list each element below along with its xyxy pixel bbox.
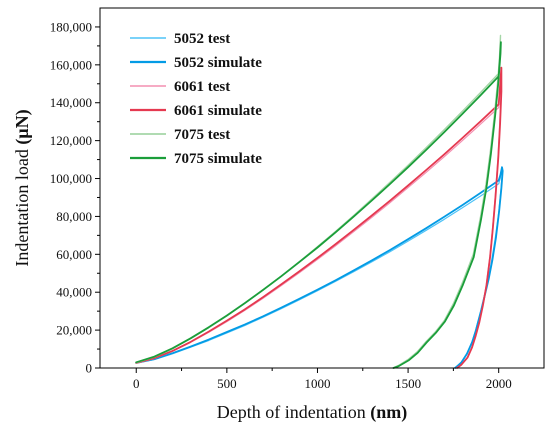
x-tick-label: 2000 — [486, 376, 512, 391]
y-tick-label: 180,000 — [50, 19, 92, 34]
y-tick-label: 160,000 — [50, 57, 92, 72]
legend-label: 5052 simulate — [174, 55, 262, 71]
legend-label: 7075 simulate — [174, 151, 262, 167]
y-tick-label: 60,000 — [56, 247, 92, 262]
legend-label: 5052 test — [174, 31, 230, 47]
legend-label: 7075 test — [174, 127, 230, 143]
y-tick-label: 80,000 — [56, 209, 92, 224]
y-tick-label: 0 — [86, 361, 93, 376]
y-tick-label: 20,000 — [56, 323, 92, 338]
x-tick-label: 0 — [133, 376, 140, 391]
x-tick-label: 500 — [217, 376, 237, 391]
legend-label: 6061 simulate — [174, 103, 262, 119]
series-line-7075-simulate — [135, 41, 502, 369]
y-axis-title: Indentation load (μN) — [12, 109, 33, 266]
plot-frame — [99, 7, 545, 369]
legend: 5052 test 5052 simulate 6061 test 6061 simu… — [130, 31, 262, 167]
axes: 0 500 1000 1500 2000 0 20,000 40,000 60,000 80,00… — [12, 7, 545, 423]
y-tick-label: 120,000 — [50, 133, 92, 148]
x-axis-title: Depth of indentation (nm) — [217, 402, 407, 423]
x-tick-label: 1500 — [395, 376, 421, 391]
x-tick-label: 1000 — [304, 376, 330, 391]
legend-label: 6061 test — [174, 79, 230, 95]
y-tick-label: 40,000 — [56, 285, 92, 300]
series-line-6061-simulate — [135, 66, 503, 369]
series-layer — [135, 34, 504, 369]
y-tick-label: 140,000 — [50, 95, 92, 110]
y-tick-label: 100,000 — [50, 171, 92, 186]
